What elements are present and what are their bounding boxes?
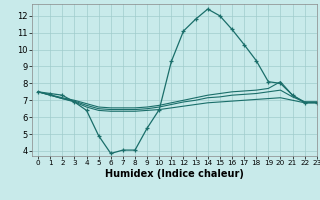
X-axis label: Humidex (Indice chaleur): Humidex (Indice chaleur) [105,169,244,179]
